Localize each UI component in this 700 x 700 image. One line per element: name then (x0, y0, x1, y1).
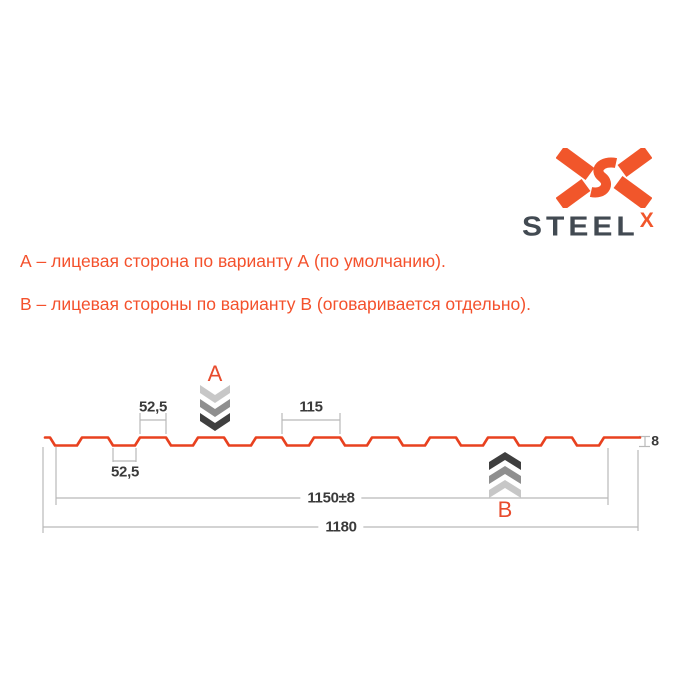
sheet-profile-line (43, 436, 642, 447)
dimension-rib-bottom-width: 52,5 (111, 463, 139, 481)
variant-a-chevrons-icon (200, 385, 230, 431)
dimension-profile-height: 8 (651, 432, 659, 449)
dimension-rib-pitch: 115 (299, 398, 323, 416)
brand-wordmark: STEELX (522, 209, 654, 244)
variant-b-chevrons-icon (489, 452, 521, 498)
brand-name: STEEL (522, 211, 639, 242)
legend-variant-b: В – лицевая стороны по варианту В (огова… (20, 294, 531, 314)
dimension-overall-width: 1180 (318, 519, 364, 535)
steelx-x-icon (556, 148, 652, 208)
brand-accent-x: X (639, 209, 654, 232)
legend: А – лицевая сторона по варианту А (по ум… (20, 251, 580, 337)
variant-b-marker-label: B (497, 497, 513, 522)
steelx-logo: STEELX (520, 140, 680, 250)
dimension-rib-top-width: 52,5 (139, 398, 167, 416)
dimension-working-width: 1150±8 (300, 490, 362, 506)
legend-variant-a: А – лицевая сторона по варианту А (по ум… (20, 251, 446, 271)
variant-a-marker-label: A (207, 361, 223, 386)
